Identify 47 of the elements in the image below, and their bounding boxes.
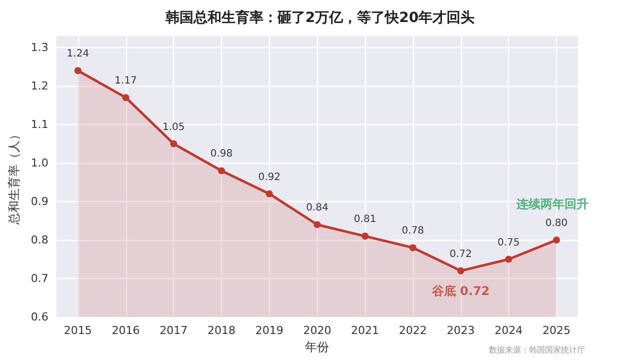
x-tick-label: 2017: [160, 324, 188, 337]
point: [409, 244, 416, 252]
data-label: 0.81: [354, 214, 376, 226]
point: [457, 267, 464, 274]
point: [362, 232, 369, 240]
y-tick-label: 1.1: [30, 118, 48, 132]
data-label: 1.17: [114, 76, 137, 87]
annotation: 连续两年回升: [515, 197, 588, 212]
y-tick-label: 0.7: [30, 272, 48, 286]
data-label: 0.78: [402, 226, 424, 237]
y-tick-label: 0.8: [30, 234, 48, 247]
data-label: 0.80: [545, 218, 568, 230]
x-tick-label: 2020: [303, 324, 332, 337]
point: [314, 221, 321, 228]
data-label: 0.98: [210, 148, 233, 160]
y-axis-title: 总和生育率（人）: [7, 128, 21, 226]
annotation: 谷底 0.72: [430, 284, 490, 298]
x-tick-label: 2015: [64, 324, 92, 337]
y-tick-label: 1.2: [30, 80, 48, 93]
source-note: 数据来源：韩国国家统计厅: [489, 346, 585, 354]
data-label: 1.05: [162, 122, 185, 133]
x-tick-label: 2021: [351, 324, 380, 337]
data-label: 0.75: [497, 237, 520, 248]
point: [552, 236, 560, 244]
point: [122, 94, 130, 102]
x-axis-title: 年份: [305, 340, 330, 354]
data-label: 1.24: [66, 48, 90, 60]
x-tick-label: 2016: [112, 324, 140, 337]
x-tick-label: 2024: [494, 324, 523, 337]
data-label: 0.72: [450, 248, 472, 260]
x-tick-label: 2022: [398, 324, 427, 337]
point: [74, 67, 82, 74]
x-tick-label: 2018: [207, 324, 236, 337]
x-tick-label: 2025: [542, 324, 570, 337]
point: [218, 167, 225, 174]
y-tick-label: 0.9: [30, 195, 48, 208]
chart-title: 韩国总和生育率：砸了2万亿，等了快20年才回头: [164, 9, 475, 26]
y-tick-label: 1.0: [30, 156, 48, 170]
data-label: 0.92: [258, 172, 280, 183]
y-tick-label: 0.6: [30, 310, 48, 324]
point: [505, 256, 512, 263]
x-tick-label: 2023: [446, 324, 475, 337]
data-label: 0.84: [306, 202, 328, 214]
x-tick-label: 2019: [255, 324, 284, 337]
point: [266, 190, 273, 198]
point: [170, 140, 178, 148]
y-tick-label: 1.3: [30, 41, 48, 54]
